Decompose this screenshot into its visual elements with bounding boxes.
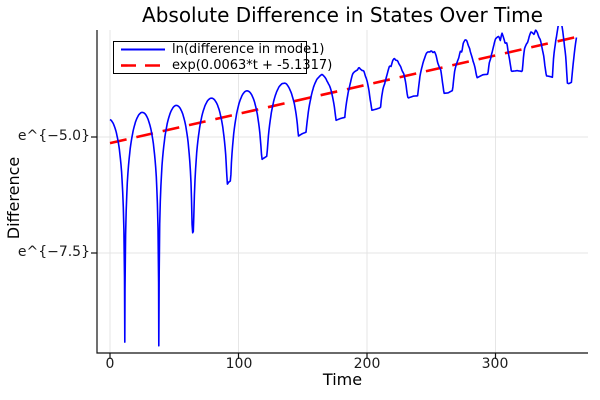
legend-entry-exp-fit: exp(0.0063*t + -5.1317) — [114, 58, 332, 74]
x-axis-label: Time — [322, 370, 363, 389]
x-tick-label-300: 300 — [481, 356, 509, 372]
x-tick-label-200: 200 — [353, 356, 381, 372]
legend-label: exp(0.0063*t + -5.1317) — [172, 57, 333, 73]
chart-title: Absolute Difference in States Over Time — [142, 3, 543, 27]
y-tick-label-e-7-5: e^{−7.5} — [17, 244, 90, 260]
x-tick-label-0: 0 — [105, 356, 115, 372]
blue-solid-line-icon — [121, 48, 165, 51]
red-dashed-line-icon — [121, 63, 165, 67]
y-tick-label-e-5: e^{−5.0} — [17, 128, 90, 144]
legend: ln(difference in mode1) exp(0.0063*t + -… — [113, 41, 332, 74]
legend-label: ln(difference in mode1) — [172, 42, 325, 58]
legend-entry-ln-difference: ln(difference in mode1) — [114, 42, 325, 58]
x-tick-label-100: 100 — [225, 356, 253, 372]
